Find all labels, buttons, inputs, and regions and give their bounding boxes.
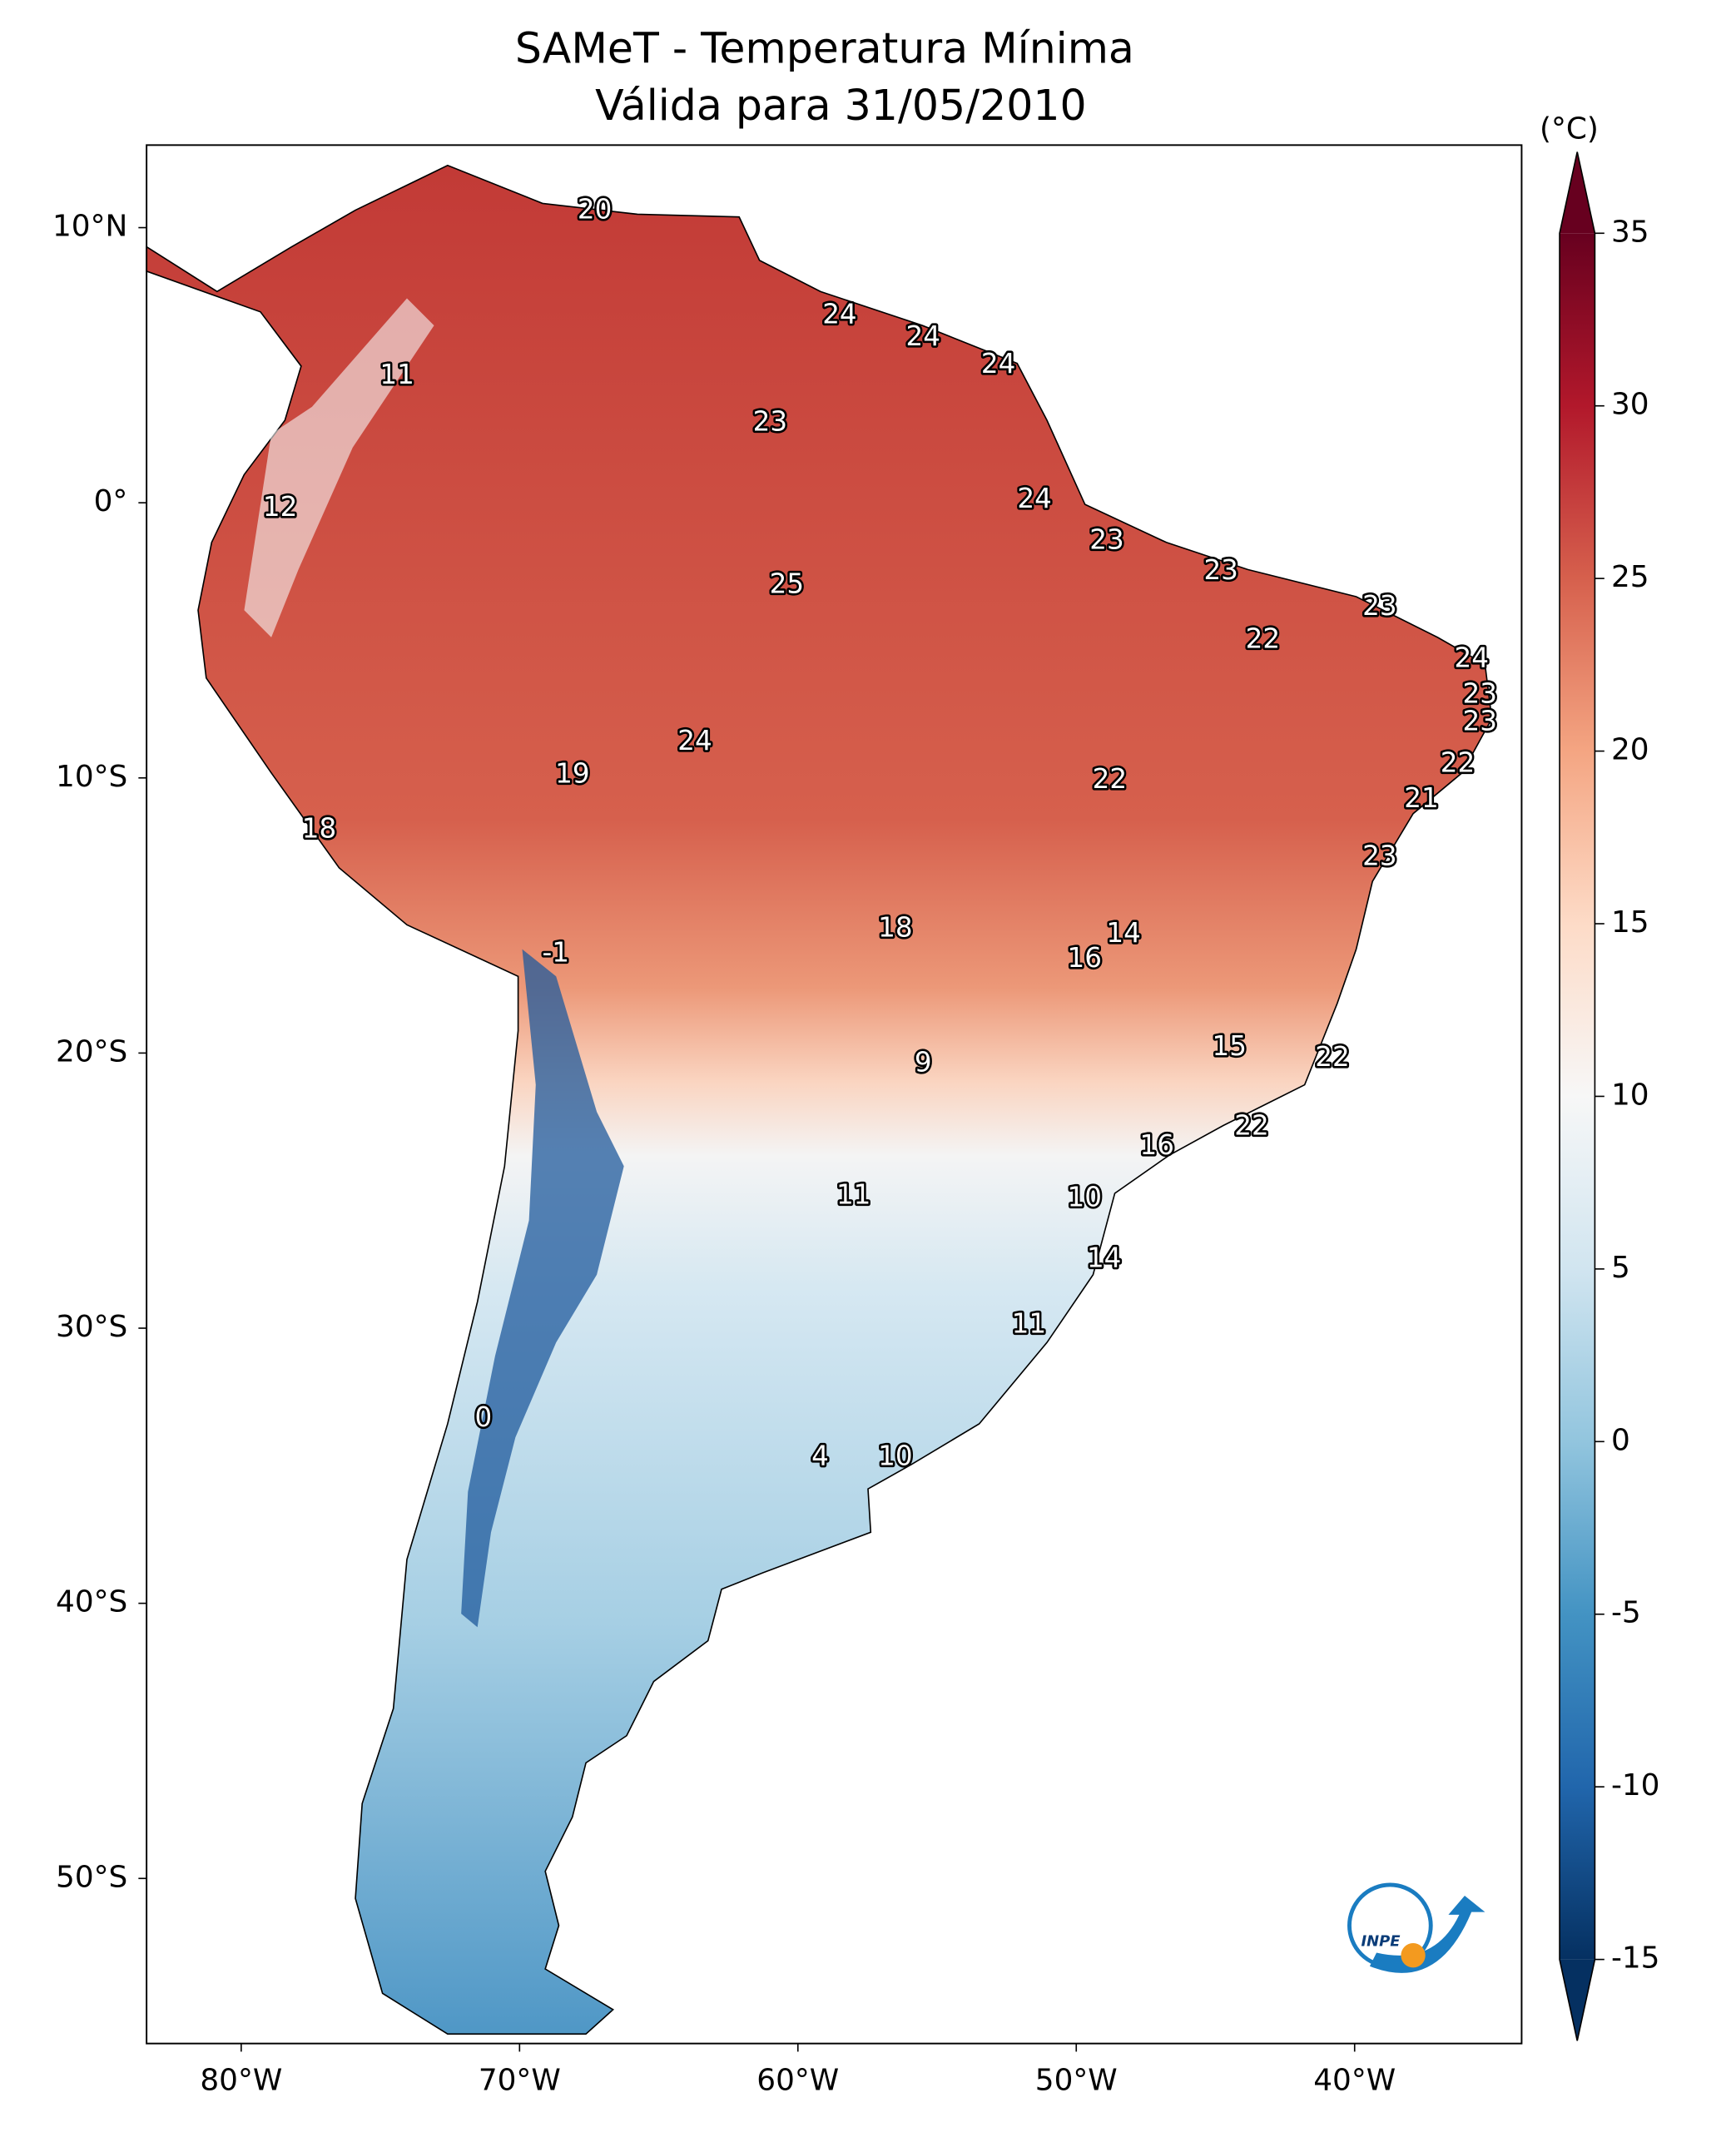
chart-title: SAMeT - Temperatura Mínima <box>515 23 1134 72</box>
station-value: 23 <box>1203 554 1238 586</box>
station-value: 21 <box>1404 782 1438 814</box>
station-value: 16 <box>1068 942 1102 974</box>
logo: INPE <box>1347 1882 1486 1973</box>
station-value: 18 <box>302 813 336 845</box>
station-value: 22 <box>1093 763 1127 795</box>
station-value: 23 <box>1362 840 1396 872</box>
station-value: 10 <box>1068 1182 1102 1213</box>
colorbar-tick-label: 30 <box>1611 388 1649 422</box>
station-value: 16 <box>1140 1129 1174 1161</box>
colorbar-tick-label: -10 <box>1611 1768 1660 1802</box>
station-value: 25 <box>770 568 804 599</box>
station-value: 24 <box>1017 483 1051 514</box>
colorbar <box>1560 233 1595 1960</box>
station-value: 11 <box>1012 1308 1046 1340</box>
station-value: 20 <box>578 194 612 226</box>
station-value: 0 <box>474 1401 492 1433</box>
station-value: 22 <box>1441 746 1475 778</box>
colorbar-tick-label: 25 <box>1611 560 1649 594</box>
land <box>146 164 1493 2035</box>
logo-arrow <box>1369 1896 1486 1973</box>
station-value: 24 <box>822 298 856 330</box>
station-value: 15 <box>1212 1030 1246 1062</box>
station-value: 22 <box>1246 622 1280 654</box>
station-value: 4 <box>811 1440 829 1471</box>
station-value: 19 <box>555 757 589 789</box>
colorbar-tick-label: -5 <box>1611 1596 1641 1630</box>
colorbar-tick-label: 15 <box>1611 905 1649 940</box>
station-value: 11 <box>379 359 414 390</box>
station-value: 23 <box>1089 523 1123 555</box>
y-tick-label: 10°S <box>56 760 127 794</box>
y-tick-label: 0° <box>94 484 128 518</box>
station-value: 23 <box>1463 678 1497 710</box>
x-tick-label: 50°W <box>1035 2063 1118 2097</box>
map-frame <box>146 144 1523 2045</box>
station-value: 24 <box>677 725 712 756</box>
andes-cold <box>461 949 624 1628</box>
colorbar-extend-min <box>1560 1959 1595 2041</box>
y-tick-label: 30°S <box>56 1310 127 1344</box>
station-value: 22 <box>1315 1041 1349 1073</box>
coast-warm <box>244 298 434 637</box>
station-value: 22 <box>1234 1110 1268 1142</box>
x-tick-label: 40°W <box>1313 2063 1396 2097</box>
colorbar-tick-label: 10 <box>1611 1078 1649 1112</box>
station-value: 18 <box>878 912 912 944</box>
colorbar-extend-max <box>1560 151 1595 234</box>
station-value: 23 <box>753 405 787 437</box>
station-value: 12 <box>263 491 297 523</box>
colorbar-tick-label: 0 <box>1611 1423 1630 1457</box>
station-value: 11 <box>836 1178 870 1210</box>
colorbar-tick-label: 20 <box>1611 733 1649 767</box>
x-tick-label: 60°W <box>756 2063 839 2097</box>
station-value: 24 <box>906 320 940 352</box>
y-tick-label: 20°S <box>56 1034 127 1069</box>
x-tick-label: 70°W <box>479 2063 561 2097</box>
station-value: 23 <box>1463 706 1497 737</box>
colorbar-tick-label: 5 <box>1611 1251 1630 1285</box>
x-tick-label: 80°W <box>200 2063 282 2097</box>
y-tick-label: 50°S <box>56 1860 127 1894</box>
station-value: 14 <box>1106 917 1140 949</box>
station-value: 14 <box>1087 1242 1121 1273</box>
logo-text: INPE <box>1361 1932 1400 1950</box>
station-value: 24 <box>981 348 1015 379</box>
station-value: 10 <box>878 1440 912 1471</box>
y-tick-label: 10°N <box>52 210 127 244</box>
station-value: -1 <box>543 936 569 968</box>
station-value: 23 <box>1362 590 1396 622</box>
station-value: 9 <box>915 1047 932 1078</box>
station-value: 24 <box>1454 642 1488 674</box>
colorbar-tick-label: 35 <box>1611 215 1649 249</box>
y-tick-label: 40°S <box>56 1585 127 1619</box>
colorbar-label: (°C) <box>1540 112 1599 146</box>
colorbar-tick-label: -15 <box>1611 1941 1660 1976</box>
logo-dot <box>1401 1943 1426 1968</box>
chart-subtitle: Válida para 31/05/2010 <box>595 81 1087 130</box>
